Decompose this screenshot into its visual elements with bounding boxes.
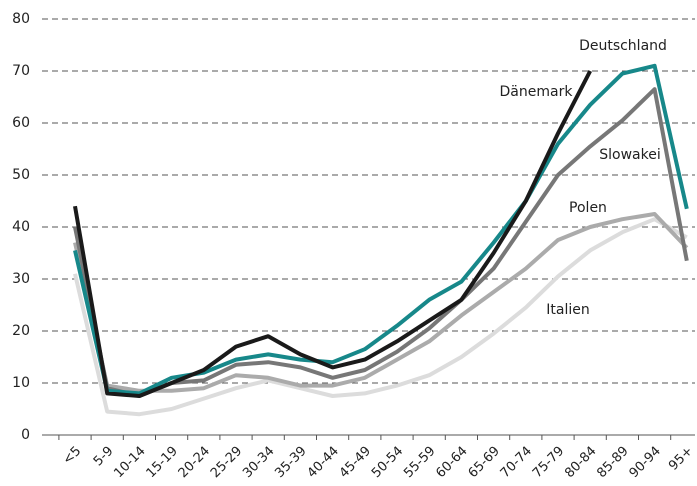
y-tick-label: 40 [12, 219, 30, 235]
x-tick-label: 35-39 [272, 444, 309, 481]
x-tick-label: <5 [60, 444, 84, 468]
x-tick-label: 65-69 [466, 444, 503, 481]
y-tick-label: 70 [12, 63, 30, 79]
line-series [73, 217, 688, 417]
y-tick-label: 80 [12, 11, 30, 27]
x-tick-label: 60-64 [433, 444, 470, 481]
y-tick-label: 10 [12, 375, 30, 391]
x-tick-label: 70-74 [498, 444, 535, 481]
line-series [73, 212, 689, 393]
x-tick-label: 15-19 [144, 444, 181, 481]
x-tick-label: 80-84 [562, 444, 599, 481]
x-tick-label: 25-29 [208, 444, 245, 481]
x-tick-label: 10-14 [111, 444, 148, 481]
line-series [73, 63, 689, 396]
y-tick-label: 60 [12, 115, 30, 131]
series-label: Polen [569, 200, 607, 216]
series-label: Italien [546, 302, 589, 318]
x-tick-label: 85-89 [594, 444, 631, 481]
series-label: Dänemark [500, 84, 574, 100]
x-tick-label: 45-49 [337, 444, 374, 481]
y-tick-label: 50 [12, 167, 30, 183]
series-label: Slowakei [599, 147, 660, 163]
x-tick-label: 55-59 [401, 444, 438, 481]
x-tick-label: 75-79 [530, 444, 567, 481]
y-tick-label: 30 [12, 271, 30, 287]
x-tick-label: 5-9 [91, 444, 117, 470]
x-tick-label: 50-54 [369, 444, 406, 481]
series-label: Deutschland [579, 38, 667, 54]
y-tick-label: 20 [12, 323, 30, 339]
y-tick-label: 0 [21, 427, 30, 443]
x-tick-label: 95+ [666, 444, 696, 474]
line-series [73, 70, 592, 398]
x-tick-label: 30-34 [240, 444, 277, 481]
x-tick-label: 90-94 [627, 444, 664, 481]
x-tick-label: 40-44 [305, 444, 342, 481]
x-tick-label: 20-24 [176, 444, 213, 481]
